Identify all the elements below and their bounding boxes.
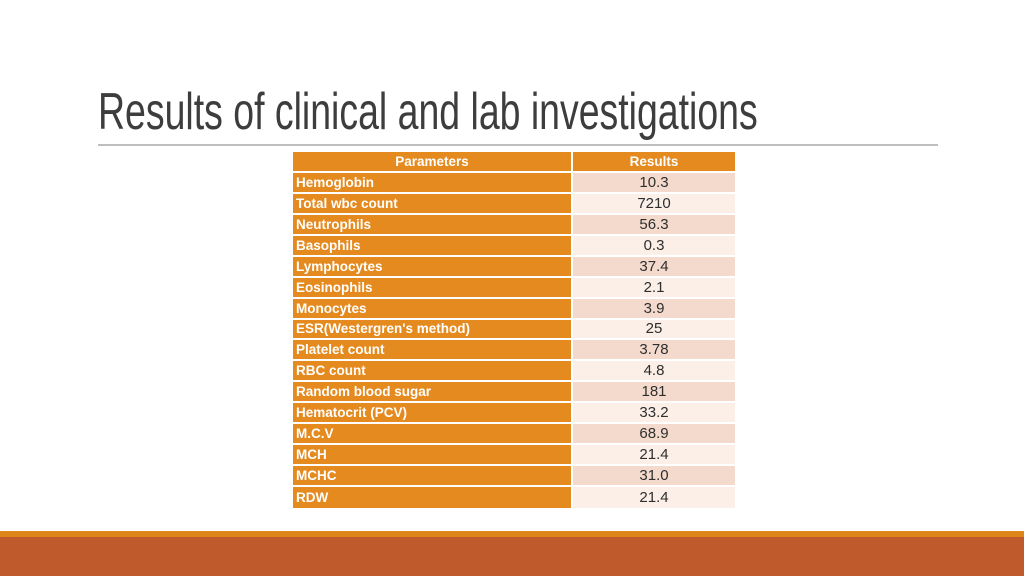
result-cell: 25 bbox=[573, 319, 735, 339]
table-row: RDW 21.4 bbox=[293, 487, 735, 508]
table-row: Random blood sugar 181 bbox=[293, 382, 735, 404]
table-row: ESR(Westergren's method) 25 bbox=[293, 319, 735, 341]
parameter-cell: Eosinophils bbox=[293, 277, 573, 297]
table-row: RBC count 4.8 bbox=[293, 361, 735, 383]
results-table: Parameters Results Hemoglobin 10.3 Total w… bbox=[293, 152, 735, 508]
table-row: Hemoglobin 10.3 bbox=[293, 172, 735, 194]
parameter-cell: Random blood sugar bbox=[293, 382, 573, 402]
result-cell: 21.4 bbox=[573, 487, 735, 508]
result-cell: 0.3 bbox=[573, 235, 735, 255]
result-cell: 56.3 bbox=[573, 214, 735, 234]
parameter-cell: Basophils bbox=[293, 235, 573, 255]
table-header-results: Results bbox=[573, 152, 735, 171]
table-row: Lymphocytes 37.4 bbox=[293, 256, 735, 278]
parameter-cell: Neutrophils bbox=[293, 214, 573, 234]
result-cell: 2.1 bbox=[573, 277, 735, 297]
table-row: M.C.V 68.9 bbox=[293, 424, 735, 446]
table-row: Basophils 0.3 bbox=[293, 235, 735, 257]
parameter-cell: MCHC bbox=[293, 466, 573, 485]
result-cell: 181 bbox=[573, 382, 735, 402]
footer-bar bbox=[0, 537, 1024, 576]
table-row: MCH 21.4 bbox=[293, 445, 735, 467]
parameter-cell: Total wbc count bbox=[293, 193, 573, 213]
parameter-cell: Lymphocytes bbox=[293, 256, 573, 276]
table-row: MCHC 31.0 bbox=[293, 466, 735, 487]
result-cell: 7210 bbox=[573, 193, 735, 213]
result-cell: 3.9 bbox=[573, 298, 735, 318]
parameter-cell: RBC count bbox=[293, 361, 573, 381]
result-cell: 10.3 bbox=[573, 172, 735, 192]
table-row: Eosinophils 2.1 bbox=[293, 277, 735, 299]
table-row: Monocytes 3.9 bbox=[293, 298, 735, 320]
result-cell: 68.9 bbox=[573, 424, 735, 444]
parameter-cell: M.C.V bbox=[293, 424, 573, 444]
title-underline bbox=[98, 144, 938, 146]
parameter-cell: Platelet count bbox=[293, 340, 573, 360]
table-row: Neutrophils 56.3 bbox=[293, 214, 735, 236]
table-row: Hematocrit (PCV) 33.2 bbox=[293, 403, 735, 425]
result-cell: 3.78 bbox=[573, 340, 735, 360]
table-header-row: Parameters Results bbox=[293, 152, 735, 173]
result-cell: 21.4 bbox=[573, 445, 735, 465]
result-cell: 4.8 bbox=[573, 361, 735, 381]
table-row: Platelet count 3.78 bbox=[293, 340, 735, 362]
footer-accent-strip bbox=[0, 531, 1024, 537]
slide-title: Results of clinical and lab investigatio… bbox=[98, 83, 758, 141]
parameter-cell: Hematocrit (PCV) bbox=[293, 403, 573, 423]
table-row: Total wbc count 7210 bbox=[293, 193, 735, 215]
table-header-parameters: Parameters bbox=[293, 152, 573, 171]
result-cell: 33.2 bbox=[573, 403, 735, 423]
parameter-cell: RDW bbox=[293, 487, 573, 508]
result-cell: 37.4 bbox=[573, 256, 735, 276]
parameter-cell: ESR(Westergren's method) bbox=[293, 319, 573, 339]
parameter-cell: Hemoglobin bbox=[293, 172, 573, 192]
parameter-cell: MCH bbox=[293, 445, 573, 465]
parameter-cell: Monocytes bbox=[293, 298, 573, 318]
result-cell: 31.0 bbox=[573, 466, 735, 485]
